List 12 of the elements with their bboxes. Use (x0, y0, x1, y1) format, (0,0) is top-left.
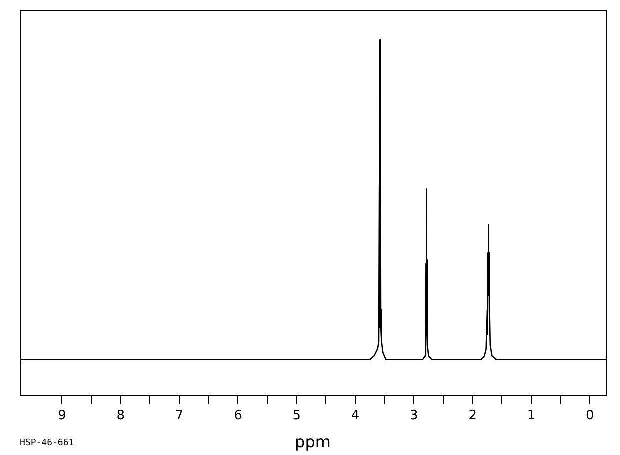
x-tick-label: 3 (410, 408, 418, 424)
x-tick-label: 2 (468, 408, 477, 424)
x-tick-label: 8 (116, 408, 126, 424)
x-tick-label: 1 (527, 408, 536, 424)
x-tick-label: 4 (351, 408, 360, 424)
x-tick-label: 0 (586, 408, 594, 424)
x-tick-label: 9 (58, 408, 66, 424)
x-tick-label: 6 (234, 408, 242, 424)
text: HSP-46-661 (20, 438, 74, 448)
x-axis-title: ppm (295, 432, 331, 452)
x-tick-label: 7 (175, 408, 184, 424)
x-tick-label: 5 (292, 408, 302, 424)
